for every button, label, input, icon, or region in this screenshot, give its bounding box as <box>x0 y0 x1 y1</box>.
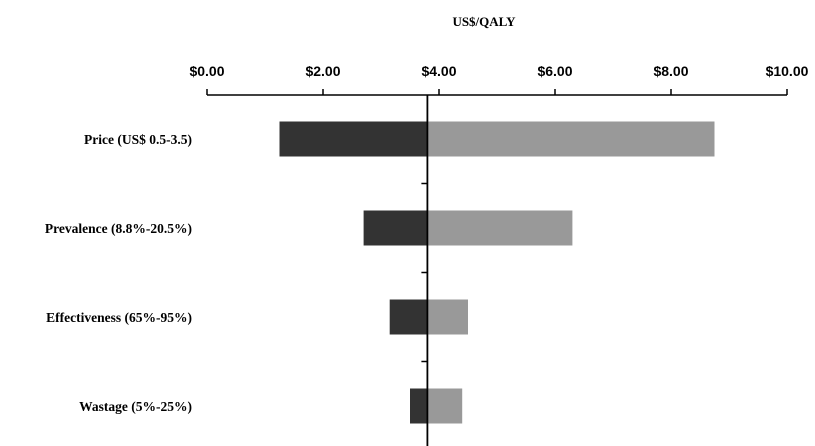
x-axis: $0.00 $2.00 $4.00 $6.00 $8.00 $10.00 <box>189 63 809 96</box>
category-labels: Price (US$ 0.5-3.5) Prevalence (8.8%-20.5… <box>45 132 192 414</box>
axis-title: US$/QALY <box>452 14 516 29</box>
category-label: Price (US$ 0.5-3.5) <box>84 132 192 147</box>
bar-low <box>389 299 428 335</box>
bars <box>279 121 715 424</box>
x-tick-label: $8.00 <box>653 63 688 79</box>
bar-high <box>427 210 573 246</box>
x-tick-label: $10.00 <box>766 63 809 79</box>
bar-low <box>363 210 428 246</box>
bar-high <box>427 121 715 157</box>
bar-low <box>279 121 428 157</box>
bar-low <box>410 388 428 424</box>
x-tick-label: $6.00 <box>537 63 572 79</box>
bar-high <box>427 299 468 335</box>
x-tick-label: $0.00 <box>189 63 224 79</box>
baseline-axis <box>421 95 429 446</box>
category-label: Prevalence (8.8%-20.5%) <box>45 221 192 236</box>
category-label: Wastage (5%-25%) <box>79 399 192 414</box>
x-tick-label: $4.00 <box>421 63 456 79</box>
category-label: Effectiveness (65%-95%) <box>46 310 192 325</box>
x-tick-label: $2.00 <box>305 63 340 79</box>
bar-high <box>427 388 463 424</box>
